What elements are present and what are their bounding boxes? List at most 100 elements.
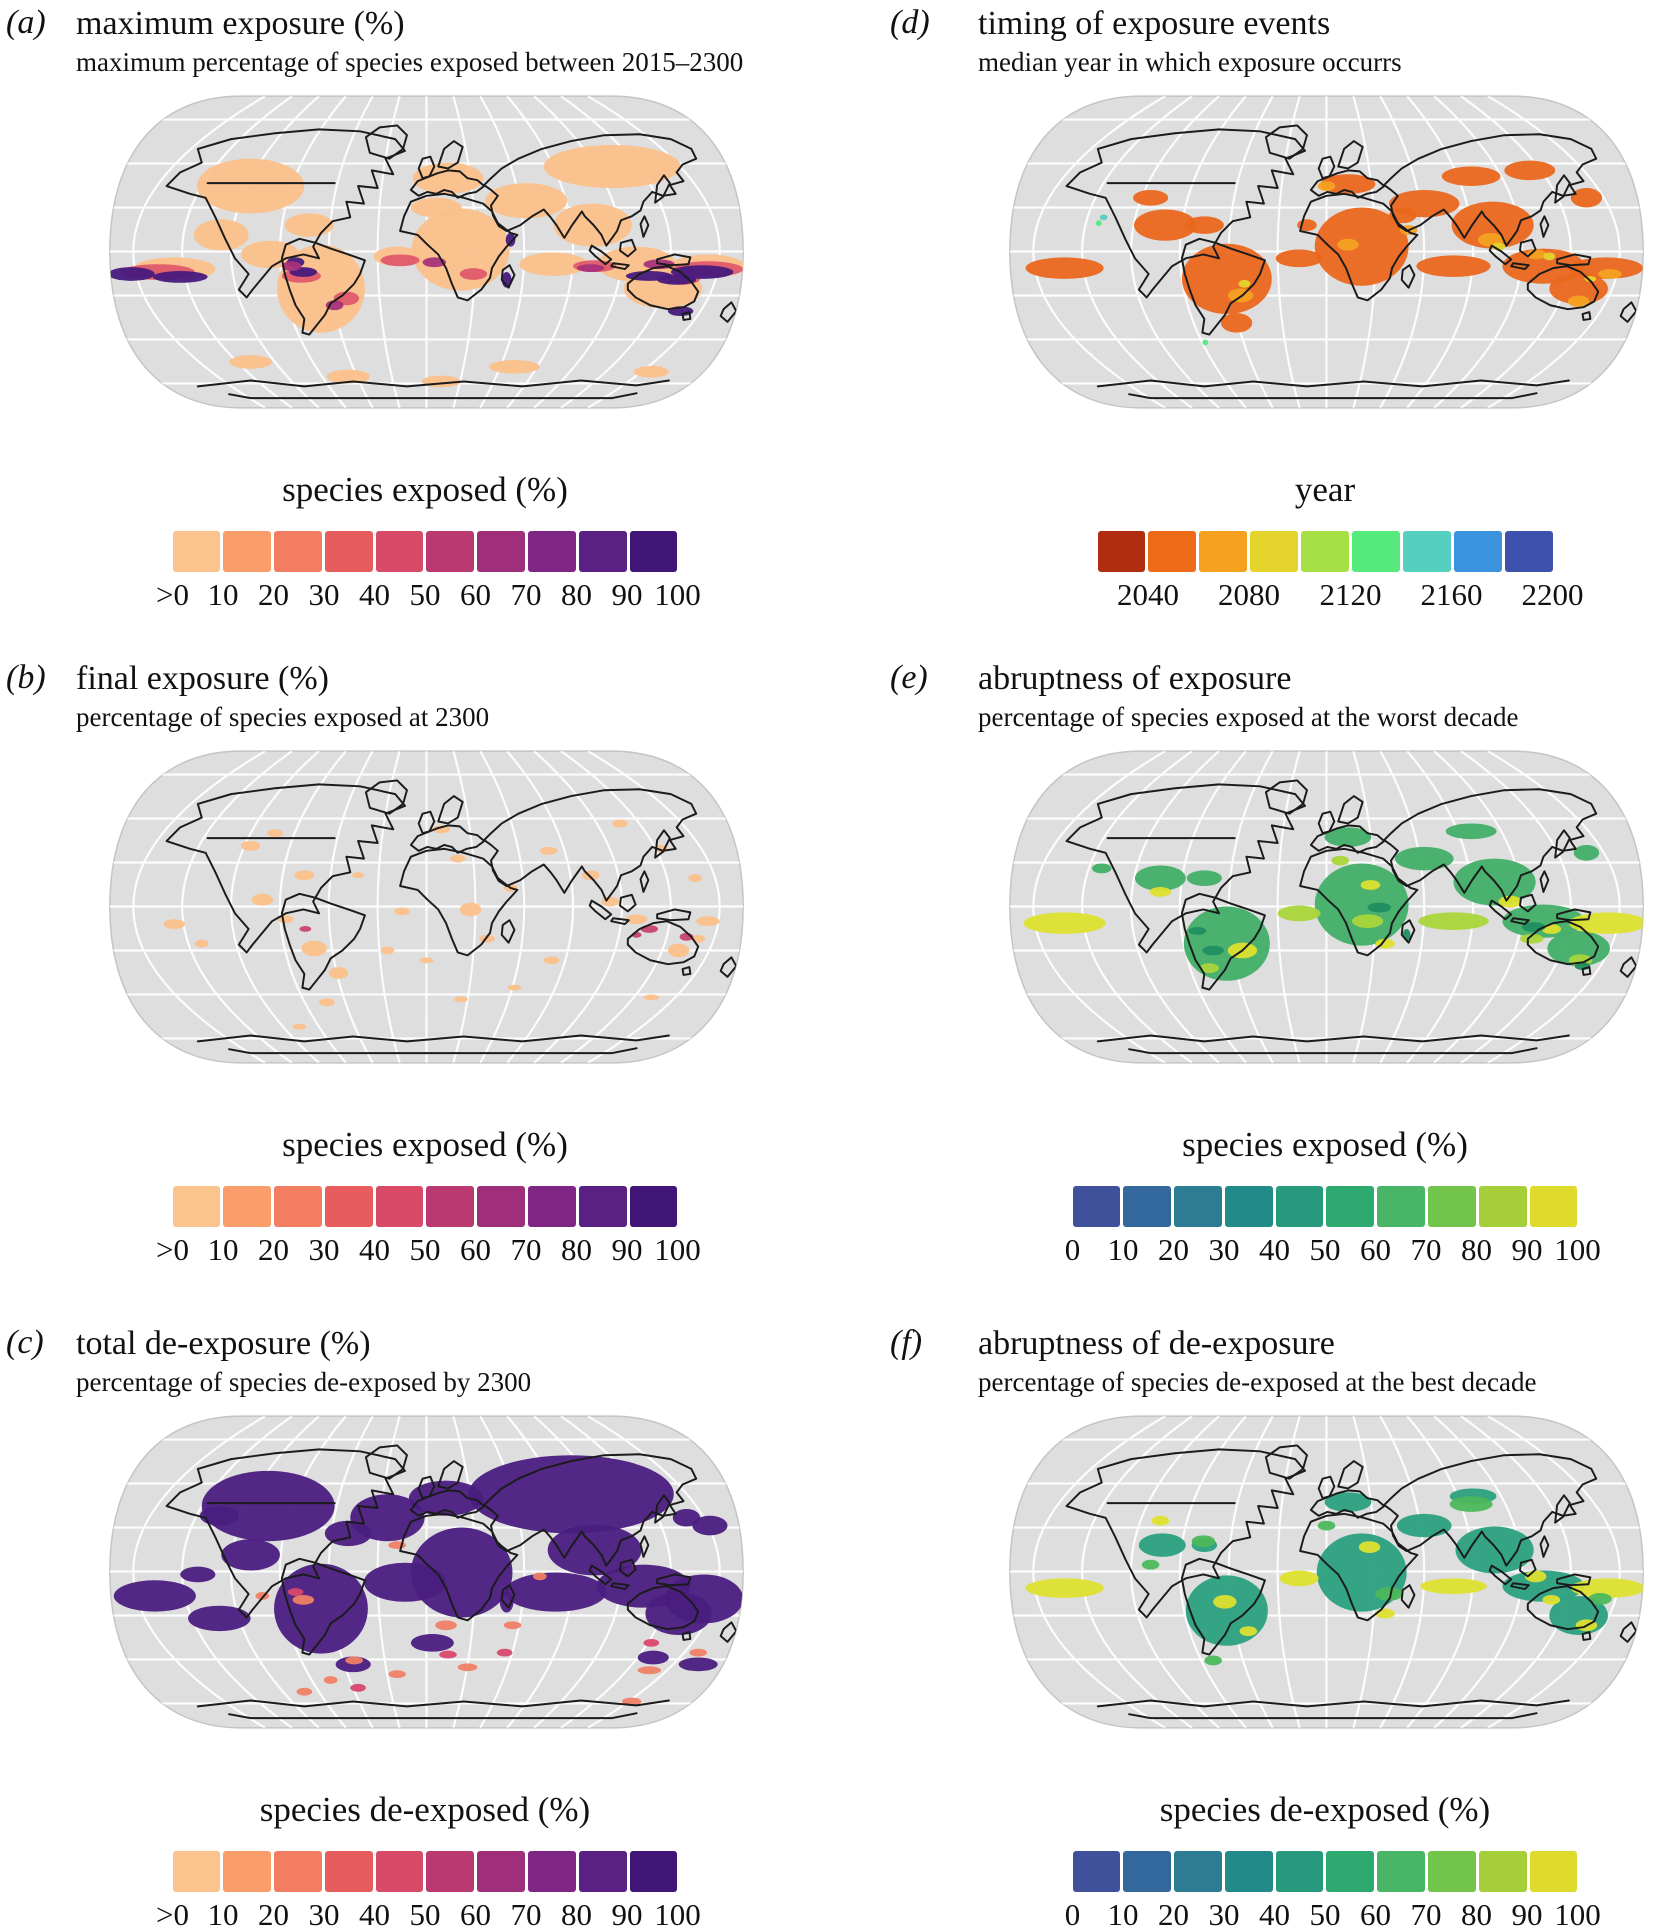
colorbar-swatch	[578, 1851, 627, 1892]
colorbar-tick: 80	[561, 1897, 592, 1928]
colorbar-swatch	[1123, 1186, 1172, 1227]
colorbar-tick: 50	[1309, 1232, 1341, 1267]
colorbar-tick: 0	[1064, 1897, 1081, 1928]
colorbar-swatch	[274, 1186, 322, 1227]
colorbar-swatch	[1174, 1851, 1222, 1892]
colorbar-label-a: species exposed (%)	[282, 470, 568, 509]
colorbar-tick: 2040	[1117, 577, 1179, 612]
colorbar-swatch	[172, 531, 221, 572]
colorbar-f	[1072, 1851, 1578, 1892]
colorbar-tick: 90	[611, 577, 643, 612]
colorbar-c	[172, 1851, 678, 1892]
colorbar-swatch	[477, 1186, 526, 1227]
colorbar-tick: 60	[460, 577, 491, 612]
colorbar-tick: 70	[510, 1897, 542, 1928]
colorbar-swatch	[1275, 1186, 1324, 1227]
colorbar-tick: 60	[1360, 1232, 1391, 1267]
colorbar-tick: 0	[1064, 1232, 1081, 1267]
colorbar-swatch	[629, 1851, 678, 1892]
panel-c-letter: (c)	[6, 1324, 44, 1361]
panel-a: (a) maximum exposure (%) maximum percent…	[0, 0, 832, 655]
colorbar-tick: 70	[510, 577, 542, 612]
panel-c-subtitle: percentage of species de-exposed by 2300	[76, 1367, 532, 1398]
colorbar-tick: 30	[308, 1897, 340, 1928]
colorbar-swatch	[1529, 1851, 1578, 1892]
colorbar-swatch	[223, 1186, 272, 1227]
colorbar-tick: 2080	[1218, 577, 1280, 612]
colorbar-tick: 60	[1360, 1897, 1391, 1928]
colorbar-swatch	[324, 1186, 373, 1227]
colorbar-tick: 40	[359, 1232, 390, 1267]
colorbar-label-e: species exposed (%)	[1182, 1125, 1468, 1164]
colorbar-swatch	[1478, 1186, 1527, 1227]
colorbar-tick: 100	[654, 1232, 701, 1267]
colorbar-swatch	[1123, 1851, 1172, 1892]
colorbar-tick: 10	[1107, 1897, 1139, 1928]
colorbar-ticks-b: >0 10 20 30 40 50 60 70 80 90 100	[156, 1232, 701, 1272]
panel-e-header: (e) abruptness of exposure percentage of…	[890, 659, 1519, 733]
colorbar-swatch	[172, 1851, 221, 1892]
colorbar-tick: 40	[1259, 1232, 1290, 1267]
colorbar-swatch	[274, 1851, 322, 1892]
panel-b-letter: (b)	[6, 659, 46, 696]
colorbar-b	[172, 1186, 678, 1227]
colorbar-swatch	[1326, 1186, 1375, 1227]
colorbar-swatch	[1478, 1851, 1527, 1892]
colorbar-swatch	[1351, 531, 1400, 572]
colorbar-swatch	[274, 531, 322, 572]
colorbar-swatch	[1224, 1186, 1273, 1227]
colorbar-tick: 80	[1461, 1897, 1492, 1928]
colorbar-swatch	[1377, 1186, 1426, 1227]
colorbar-ticks-e: 0 10 20 30 40 50 60 70 80 90 100	[1065, 1232, 1601, 1272]
colorbar-swatch	[578, 531, 627, 572]
colorbar-tick: 10	[207, 1232, 239, 1267]
colorbar-tick: 90	[611, 1232, 643, 1267]
colorbar-tick: 20	[1158, 1232, 1189, 1267]
colorbar-swatch	[1250, 531, 1299, 572]
panel-d: (d) timing of exposure events median yea…	[832, 0, 1664, 655]
colorbar-tick: 40	[1259, 1897, 1290, 1928]
colorbar-tick: 20	[258, 1897, 289, 1928]
colorbar-swatch	[1174, 1186, 1222, 1227]
panel-e: (e) abruptness of exposure percentage of…	[832, 655, 1664, 1320]
colorbar-swatch	[1275, 1851, 1324, 1892]
colorbar-swatch	[1072, 1186, 1121, 1227]
panel-a-title: maximum exposure (%)	[76, 5, 405, 42]
panel-d-letter: (d)	[890, 4, 930, 41]
world-map-abruptness-of-de-exposure	[1009, 1415, 1644, 1729]
colorbar-tick: 20	[258, 577, 289, 612]
colorbar-tick: 90	[1511, 1897, 1543, 1928]
colorbar-tick: >0	[156, 577, 189, 612]
colorbar-ticks-d: 2040 2080 2120 2160 2200	[1098, 577, 1584, 617]
colorbar-tick: >0	[156, 1232, 189, 1267]
colorbar-swatch	[1377, 1851, 1426, 1892]
panel-f-subtitle: percentage of species de-exposed at the …	[978, 1367, 1537, 1398]
colorbar-swatch	[1326, 1851, 1375, 1892]
colorbar-swatch	[528, 531, 576, 572]
colorbar-swatch	[629, 531, 678, 572]
colorbar-tick: 100	[1554, 1232, 1601, 1267]
colorbar-swatch	[1428, 1186, 1476, 1227]
colorbar-ticks-c: >0 10 20 30 40 50 60 70 80 90 100	[156, 1897, 701, 1928]
colorbar-ticks-a: >0 10 20 30 40 50 60 70 80 90 100	[156, 577, 701, 617]
colorbar-ticks-f: 0 10 20 30 40 50 60 70 80 90 100	[1065, 1897, 1601, 1928]
panel-b-header: (b) final exposure (%) percentage of spe…	[6, 659, 489, 733]
colorbar-tick: 30	[1208, 1897, 1240, 1928]
colorbar-tick: 70	[1410, 1897, 1442, 1928]
world-map-final-exposure	[109, 750, 744, 1064]
colorbar-tick: 2200	[1521, 577, 1584, 612]
colorbar-swatch	[426, 1186, 475, 1227]
colorbar-tick: 10	[1107, 1232, 1139, 1267]
colorbar-swatch	[528, 1851, 576, 1892]
colorbar-swatch	[1402, 531, 1451, 572]
colorbar-tick: 80	[1461, 1232, 1492, 1267]
panel-c: (c) total de-exposure (%) percentage of …	[0, 1320, 832, 1928]
world-map-abruptness-of-exposure	[1009, 750, 1644, 1064]
colorbar-tick: 40	[359, 577, 390, 612]
colorbar-swatch	[324, 531, 373, 572]
colorbar-swatch	[578, 1186, 627, 1227]
world-map-total-de-exposure	[109, 1415, 744, 1729]
colorbar-swatch	[1199, 531, 1248, 572]
world-map-maximum-exposure	[109, 95, 744, 409]
